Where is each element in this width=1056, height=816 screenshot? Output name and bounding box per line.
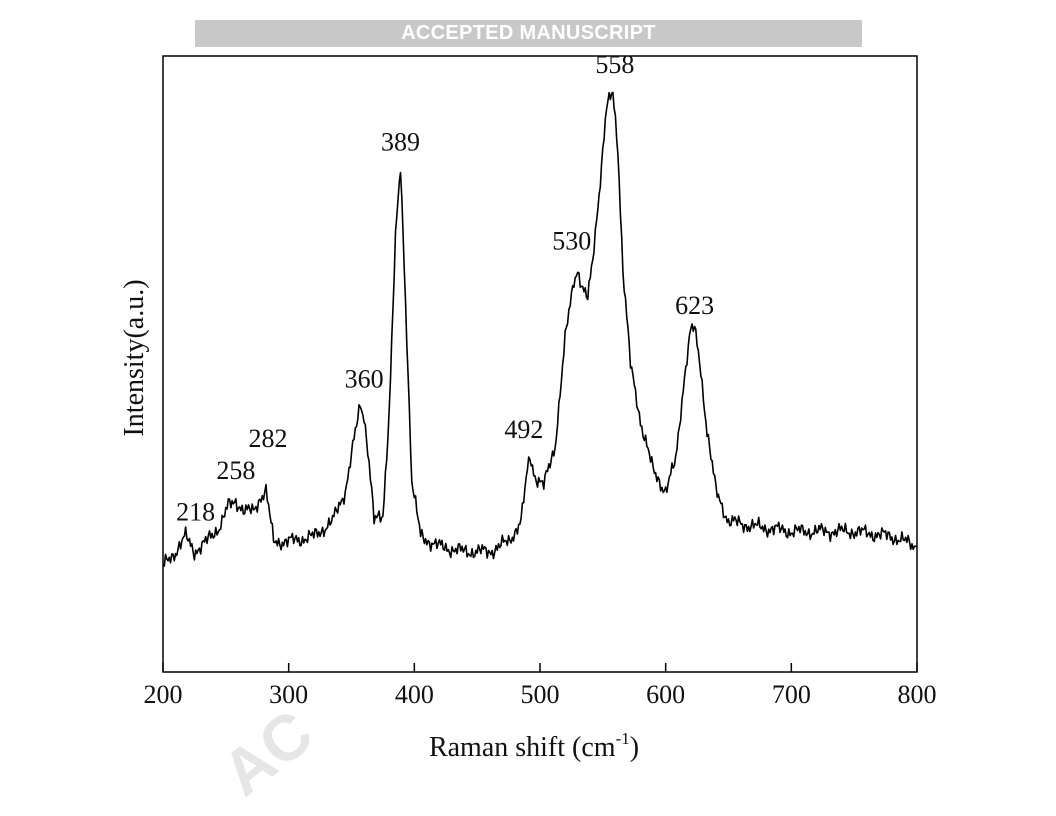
peak-label-218: 218: [176, 497, 215, 526]
plot-frame: [162, 55, 918, 673]
spectrum-line: [162, 91, 918, 567]
x-tick-label-400: 400: [395, 680, 434, 709]
y-axis-title: Intensity(a.u.): [119, 279, 150, 436]
peak-label-389: 389: [381, 128, 420, 157]
accepted-manuscript-banner: ACCEPTED MANUSCRIPT: [195, 20, 862, 47]
x-tick-label-700: 700: [772, 680, 811, 709]
x-axis-tick-labels: 200 300 400 500 600 700 800: [144, 680, 937, 709]
x-tick-label-500: 500: [521, 680, 560, 709]
peak-label-360: 360: [345, 364, 384, 393]
peak-label-623: 623: [675, 291, 714, 320]
peak-label-282: 282: [249, 424, 288, 453]
x-tick-label-300: 300: [269, 680, 308, 709]
x-tick-label-600: 600: [646, 680, 685, 709]
peak-label-530: 530: [552, 226, 591, 255]
peak-label-258: 258: [216, 456, 255, 485]
x-tick-label-800: 800: [898, 680, 937, 709]
peak-label-558: 558: [595, 50, 634, 79]
x-axis-title: Raman shift (cm-1): [429, 729, 639, 763]
peak-label-492: 492: [504, 415, 543, 444]
x-tick-label-200: 200: [144, 680, 183, 709]
x-axis-ticks: [162, 663, 918, 672]
